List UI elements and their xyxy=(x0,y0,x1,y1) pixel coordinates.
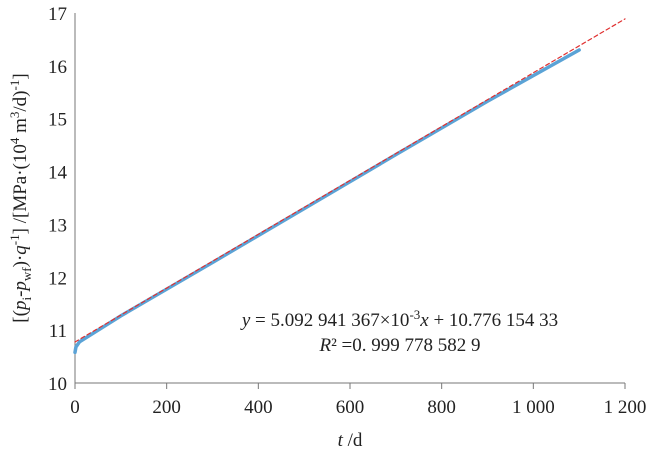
label-part: -1 xyxy=(7,234,22,245)
label-part: q xyxy=(10,245,31,255)
label-part: [( xyxy=(10,310,31,323)
x-tick-label: 1 200 xyxy=(604,397,647,418)
y-tick-label: 12 xyxy=(48,268,67,289)
label-part: -1 xyxy=(7,80,22,91)
x-axis-label: t /d xyxy=(338,430,363,451)
y-tick-label: 17 xyxy=(48,4,67,25)
label-part: ² =0. 999 778 582 9 xyxy=(331,335,480,356)
label-part: i xyxy=(19,297,34,301)
label-part: + 10.776 154 33 xyxy=(429,310,558,331)
annotation: R² =0. 999 778 582 9 xyxy=(318,335,480,356)
label-part: 4 xyxy=(7,137,22,144)
x-tick-label: 800 xyxy=(427,397,456,418)
data-line xyxy=(73,48,581,355)
label-part: -3 xyxy=(409,307,420,322)
x-tick-label: 400 xyxy=(244,397,273,418)
x-tick-label: 600 xyxy=(336,397,365,418)
label-part: - xyxy=(10,291,31,297)
y-axis-label: [(pi-pwf)·q-1] /[MPa·(104 m3/d)-1] xyxy=(7,73,34,322)
label-part: R xyxy=(318,335,331,356)
trend-line xyxy=(74,18,626,343)
y-tick-label: 14 xyxy=(48,163,68,184)
y-tick-label: 16 xyxy=(48,57,67,78)
y-tick-label: 13 xyxy=(48,215,67,236)
label-part: )· xyxy=(10,255,31,268)
label-part: y xyxy=(240,310,251,331)
label-part: /d xyxy=(343,430,363,451)
x-tick-label: 0 xyxy=(70,397,80,418)
y-tick-label: 10 xyxy=(48,374,67,395)
label-part: x xyxy=(419,310,429,331)
label-part: wf xyxy=(19,267,34,281)
label-part: ] xyxy=(10,73,31,79)
label-part: p xyxy=(10,301,31,313)
x-tick-label: 200 xyxy=(152,397,181,418)
label-part: 3 xyxy=(7,112,22,119)
y-tick-label: 11 xyxy=(49,321,67,342)
label-part: /d) xyxy=(10,90,31,111)
x-tick-label: 1 000 xyxy=(512,397,555,418)
label-part: t xyxy=(338,430,344,451)
label-part: = 5.092 941 367×10 xyxy=(250,310,409,331)
label-part: p xyxy=(10,281,31,293)
label-part: ] /[MPa·(10 xyxy=(10,144,31,234)
annotation: y = 5.092 941 367×10-3x + 10.776 154 33 xyxy=(240,307,558,331)
label-part: m xyxy=(10,118,31,138)
y-tick-label: 15 xyxy=(48,110,67,131)
